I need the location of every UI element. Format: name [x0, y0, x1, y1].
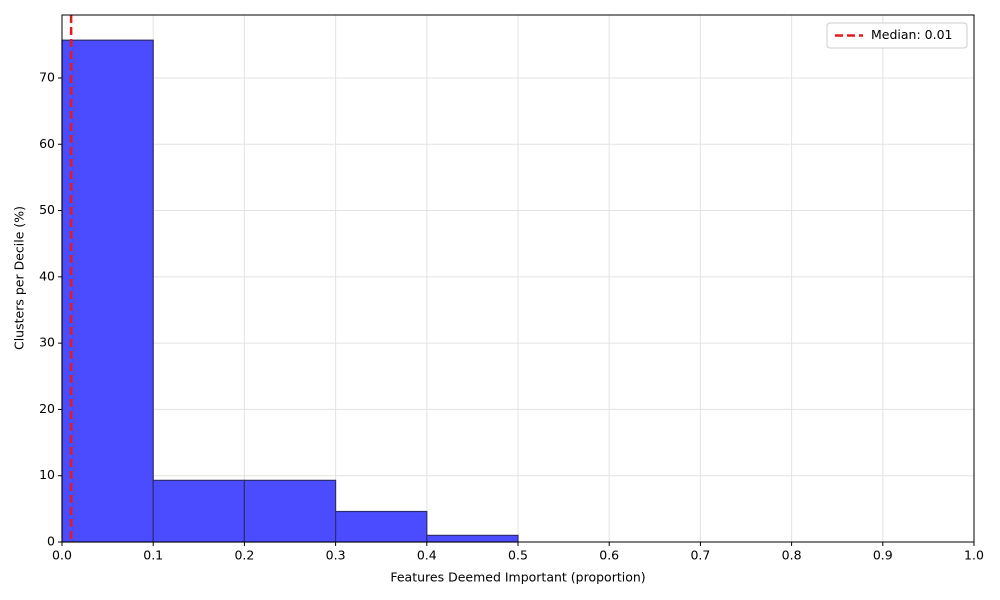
bar	[426, 534, 519, 543]
y-tick-label: 20	[39, 401, 55, 416]
y-axis-label: Clusters per Decile (%)	[12, 206, 27, 350]
y-tick-label: 30	[39, 335, 55, 350]
x-tick-label: 0.9	[873, 548, 893, 563]
bar	[61, 39, 154, 543]
x-tick-label: 0.5	[508, 548, 528, 563]
y-tick-label: 70	[39, 69, 55, 84]
bar	[243, 479, 337, 543]
y-tick-label: 0	[47, 534, 55, 549]
x-tick-label: 0.0	[52, 548, 72, 563]
x-tick-label: 0.4	[417, 548, 437, 563]
y-tick-label: 10	[39, 467, 55, 482]
x-tick-label: 0.7	[690, 548, 710, 563]
bar	[335, 510, 428, 543]
legend-label: Median: 0.01	[871, 27, 952, 42]
bar	[152, 479, 245, 543]
y-tick-label: 60	[39, 136, 55, 151]
x-tick-label: 0.6	[599, 548, 619, 563]
x-tick-label: 0.1	[143, 548, 163, 563]
y-tick-label: 50	[39, 202, 55, 217]
x-tick-label: 0.8	[782, 548, 802, 563]
legend-box	[826, 22, 968, 49]
x-tick-label: 1.0	[964, 548, 984, 563]
axes-frame	[61, 14, 975, 543]
x-tick-label: 0.2	[234, 548, 254, 563]
y-tick-label: 40	[39, 268, 55, 283]
x-tick-label: 0.3	[326, 548, 346, 563]
x-axis-label: Features Deemed Important (proportion)	[390, 570, 645, 585]
